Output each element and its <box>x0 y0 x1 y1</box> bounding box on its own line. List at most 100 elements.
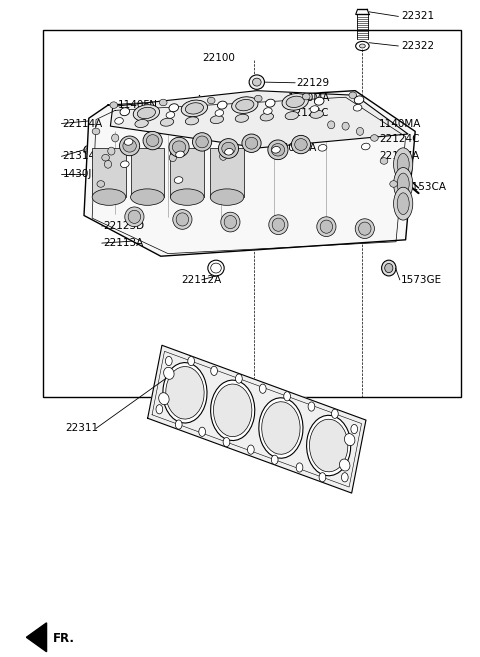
Ellipse shape <box>223 438 230 447</box>
Ellipse shape <box>215 110 224 116</box>
Ellipse shape <box>146 135 159 147</box>
Ellipse shape <box>341 472 348 482</box>
Polygon shape <box>84 91 415 256</box>
Ellipse shape <box>196 136 208 148</box>
Ellipse shape <box>143 131 162 150</box>
Text: 22124C: 22124C <box>288 108 328 118</box>
Text: 22127A: 22127A <box>379 151 420 162</box>
Ellipse shape <box>224 215 237 229</box>
Text: 1140MA: 1140MA <box>288 93 330 103</box>
Ellipse shape <box>356 41 369 51</box>
Ellipse shape <box>125 207 144 227</box>
Ellipse shape <box>382 260 396 276</box>
Ellipse shape <box>169 137 189 157</box>
Ellipse shape <box>284 392 290 401</box>
Ellipse shape <box>310 419 348 472</box>
Ellipse shape <box>272 218 285 231</box>
Ellipse shape <box>269 215 288 235</box>
Polygon shape <box>26 623 47 652</box>
Ellipse shape <box>133 104 159 122</box>
Ellipse shape <box>353 104 362 111</box>
Ellipse shape <box>210 189 244 205</box>
Ellipse shape <box>254 95 262 102</box>
Ellipse shape <box>155 237 167 244</box>
Ellipse shape <box>174 177 183 183</box>
Ellipse shape <box>208 260 224 276</box>
Ellipse shape <box>105 160 111 168</box>
Ellipse shape <box>102 154 109 161</box>
Ellipse shape <box>151 234 170 246</box>
Ellipse shape <box>225 148 233 155</box>
Text: 22112A: 22112A <box>181 275 222 285</box>
Ellipse shape <box>355 219 374 238</box>
Ellipse shape <box>92 128 100 135</box>
Text: 1601DA: 1601DA <box>276 143 317 153</box>
Ellipse shape <box>236 99 254 111</box>
Ellipse shape <box>308 402 315 411</box>
Ellipse shape <box>211 366 217 375</box>
Ellipse shape <box>317 217 336 237</box>
Polygon shape <box>131 148 164 197</box>
Ellipse shape <box>176 213 189 226</box>
Ellipse shape <box>163 363 207 423</box>
Ellipse shape <box>259 397 303 458</box>
Ellipse shape <box>92 189 126 205</box>
Ellipse shape <box>124 139 133 145</box>
Ellipse shape <box>349 92 357 99</box>
Text: 22125D: 22125D <box>103 221 144 231</box>
Ellipse shape <box>172 141 186 154</box>
Ellipse shape <box>221 212 240 232</box>
Text: 22322: 22322 <box>401 41 434 51</box>
Ellipse shape <box>371 135 378 141</box>
Polygon shape <box>110 91 408 148</box>
Ellipse shape <box>291 135 311 154</box>
Ellipse shape <box>296 463 303 472</box>
Ellipse shape <box>320 220 333 233</box>
Text: 22311: 22311 <box>65 423 98 434</box>
Ellipse shape <box>169 154 176 162</box>
Ellipse shape <box>242 134 261 152</box>
Ellipse shape <box>197 113 202 117</box>
Ellipse shape <box>166 112 175 118</box>
Ellipse shape <box>360 44 365 48</box>
Ellipse shape <box>120 108 130 116</box>
Ellipse shape <box>220 152 227 160</box>
Ellipse shape <box>285 112 299 120</box>
Text: 22114A: 22114A <box>62 118 103 129</box>
Ellipse shape <box>351 424 358 434</box>
Ellipse shape <box>211 263 221 273</box>
Ellipse shape <box>259 384 266 394</box>
Polygon shape <box>148 346 366 493</box>
Ellipse shape <box>397 154 409 175</box>
Ellipse shape <box>222 143 235 155</box>
Text: 22113A: 22113A <box>103 238 144 248</box>
Ellipse shape <box>176 151 184 158</box>
Ellipse shape <box>160 118 174 126</box>
Ellipse shape <box>218 139 239 158</box>
Ellipse shape <box>110 102 118 108</box>
Text: 1140FN: 1140FN <box>118 100 157 110</box>
Ellipse shape <box>327 121 335 129</box>
Ellipse shape <box>262 401 300 454</box>
Ellipse shape <box>108 147 115 155</box>
Ellipse shape <box>123 140 136 152</box>
Ellipse shape <box>248 445 254 454</box>
Ellipse shape <box>192 133 212 151</box>
Ellipse shape <box>272 147 280 153</box>
Ellipse shape <box>166 357 172 366</box>
Ellipse shape <box>394 168 413 200</box>
Ellipse shape <box>286 96 304 108</box>
Ellipse shape <box>214 384 252 437</box>
Ellipse shape <box>188 357 194 366</box>
Ellipse shape <box>170 189 204 205</box>
Ellipse shape <box>185 102 204 114</box>
Ellipse shape <box>236 374 242 383</box>
Ellipse shape <box>128 210 141 223</box>
Ellipse shape <box>249 106 254 111</box>
Text: 1573GE: 1573GE <box>401 275 442 285</box>
Ellipse shape <box>310 110 324 118</box>
Ellipse shape <box>166 367 204 419</box>
Polygon shape <box>170 148 204 197</box>
Text: 21314A: 21314A <box>62 151 103 162</box>
Ellipse shape <box>137 107 156 119</box>
